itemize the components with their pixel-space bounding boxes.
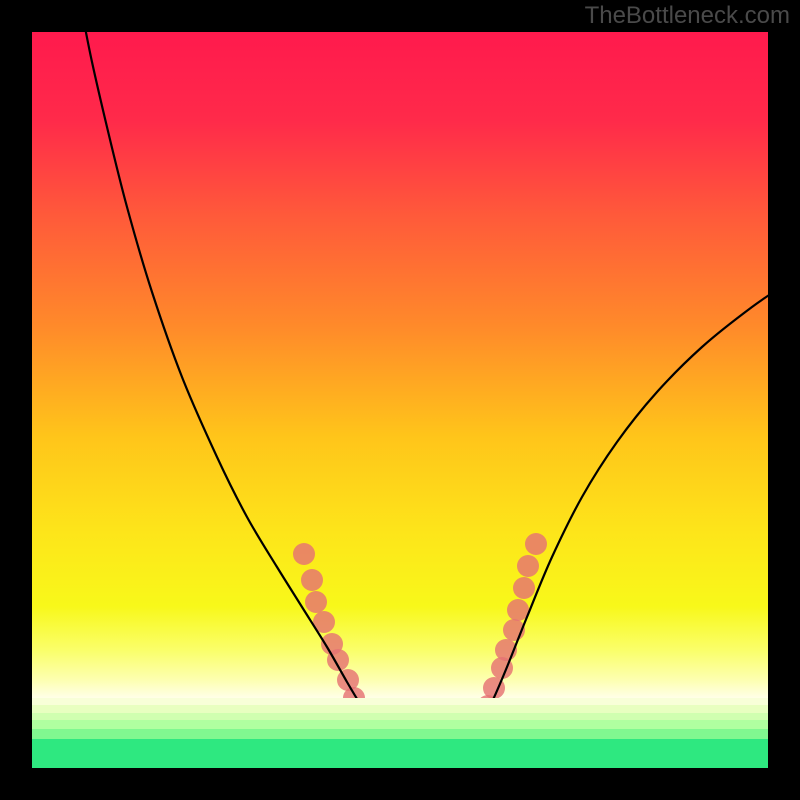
color-band (32, 720, 768, 729)
marker-dot (305, 591, 327, 613)
color-band (32, 729, 768, 739)
color-band (32, 713, 768, 720)
marker-dot (293, 543, 315, 565)
marker-dot (513, 577, 535, 599)
color-band (32, 705, 768, 712)
bottleneck-curve (82, 12, 792, 747)
color-band (32, 739, 768, 768)
watermark-text: TheBottleneck.com (585, 2, 790, 30)
curve-overlay (32, 32, 768, 768)
marker-dot (525, 533, 547, 555)
marker-dot (301, 569, 323, 591)
marker-dot (517, 555, 539, 577)
color-band (32, 698, 768, 705)
plot-area (32, 32, 768, 768)
